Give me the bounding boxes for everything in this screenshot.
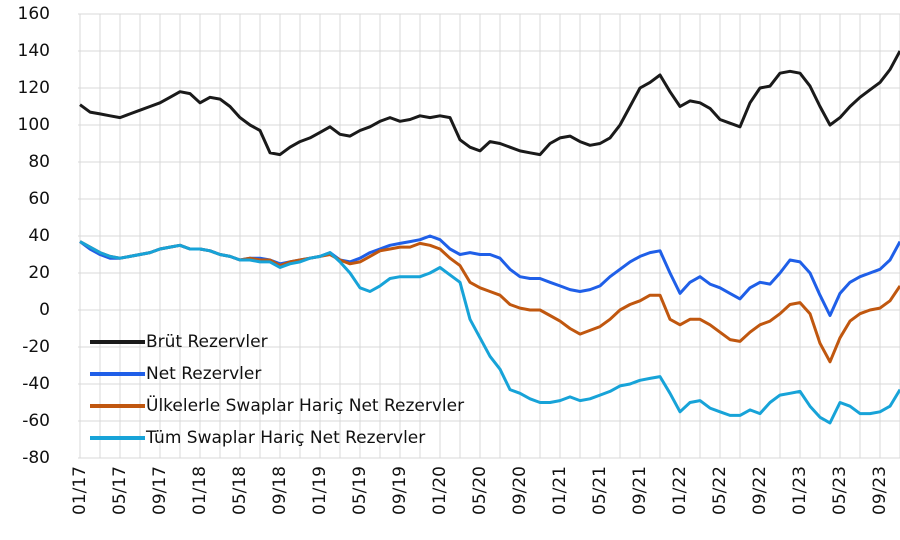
x-tick-label: 01/22 [670, 466, 690, 515]
x-tick-label: 09/19 [390, 466, 410, 515]
y-tick-label: -80 [22, 448, 50, 468]
x-tick-label: 09/20 [510, 466, 530, 515]
y-tick-label: -40 [22, 374, 50, 394]
x-tick-label: 01/17 [70, 466, 90, 515]
x-tick-label: 09/22 [750, 466, 770, 515]
y-tick-label: -60 [22, 411, 50, 431]
series-line [79, 234, 900, 317]
y-tick-label: 0 [39, 300, 50, 320]
x-tick-label: 05/20 [470, 466, 490, 515]
y-tick-label: -20 [22, 337, 50, 357]
x-tick-label: 09/17 [150, 466, 170, 515]
x-tick-label: 05/19 [350, 466, 370, 515]
x-tick-label: 09/21 [630, 466, 650, 515]
y-tick-label: 40 [28, 226, 50, 246]
x-tick-label: 05/22 [710, 466, 730, 515]
x-tick-label: 01/19 [310, 466, 330, 515]
y-tick-label: 80 [28, 152, 50, 172]
y-tick-label: 60 [28, 189, 50, 209]
x-tick-label: 01/21 [550, 466, 570, 515]
x-tick-label: 01/20 [430, 466, 450, 515]
x-tick-label: 05/23 [830, 466, 850, 515]
x-tick-label: 09/23 [870, 466, 890, 515]
y-tick-label: 140 [18, 41, 50, 61]
x-tick-label: 05/21 [590, 466, 610, 515]
series-line [79, 50, 900, 157]
legend-label: Brüt Rezervler [146, 332, 268, 352]
legend-label: Net Rezervler [146, 364, 261, 384]
legend-label: Ülkelerle Swaplar Hariç Net Rezervler [146, 394, 464, 416]
y-tick-label: 120 [18, 78, 50, 98]
y-tick-label: 100 [18, 115, 50, 135]
series-line [79, 240, 900, 425]
x-tick-label: 05/18 [230, 466, 250, 515]
x-tick-label: 09/18 [270, 466, 290, 515]
y-tick-label: 160 [18, 4, 50, 24]
x-tick-label: 01/18 [190, 466, 210, 515]
x-tick-label: 05/17 [110, 466, 130, 515]
legend-label: Tüm Swaplar Hariç Net Rezervler [145, 428, 425, 448]
x-tick-label: 01/23 [790, 466, 810, 515]
y-tick-label: 20 [28, 263, 50, 283]
